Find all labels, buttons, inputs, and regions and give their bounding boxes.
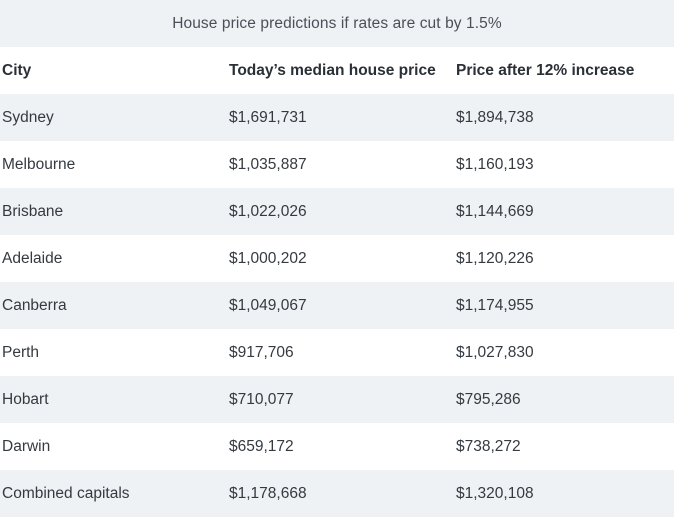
city-cell: Sydney [0, 94, 227, 141]
table-body: Sydney $1,691,731 $1,894,738 Melbourne $… [0, 94, 674, 517]
increased-price-cell: $738,272 [454, 423, 674, 470]
city-cell: Melbourne [0, 141, 227, 188]
city-cell: Canberra [0, 282, 227, 329]
city-cell: Darwin [0, 423, 227, 470]
city-cell: Brisbane [0, 188, 227, 235]
median-price-cell: $1,035,887 [227, 141, 454, 188]
increased-price-cell: $1,160,193 [454, 141, 674, 188]
city-cell: Adelaide [0, 235, 227, 282]
table-row: Adelaide $1,000,202 $1,120,226 [0, 235, 674, 282]
median-price-cell: $659,172 [227, 423, 454, 470]
median-price-cell: $917,706 [227, 329, 454, 376]
increased-price-cell: $795,286 [454, 376, 674, 423]
table-row: Hobart $710,077 $795,286 [0, 376, 674, 423]
table-caption: House price predictions if rates are cut… [0, 0, 674, 47]
increased-price-cell: $1,144,669 [454, 188, 674, 235]
median-price-cell: $1,178,668 [227, 470, 454, 517]
increased-price-cell: $1,320,108 [454, 470, 674, 517]
city-cell: Perth [0, 329, 227, 376]
price-table-container: House price predictions if rates are cut… [0, 0, 674, 517]
increased-price-cell: $1,120,226 [454, 235, 674, 282]
column-header-price-after-increase: Price after 12% increase [454, 47, 674, 94]
median-price-cell: $1,022,026 [227, 188, 454, 235]
median-price-cell: $1,691,731 [227, 94, 454, 141]
increased-price-cell: $1,027,830 [454, 329, 674, 376]
median-price-cell: $710,077 [227, 376, 454, 423]
city-cell: Hobart [0, 376, 227, 423]
table-row: Darwin $659,172 $738,272 [0, 423, 674, 470]
increased-price-cell: $1,894,738 [454, 94, 674, 141]
increased-price-cell: $1,174,955 [454, 282, 674, 329]
table-row: Sydney $1,691,731 $1,894,738 [0, 94, 674, 141]
table-row: Brisbane $1,022,026 $1,144,669 [0, 188, 674, 235]
city-cell: Combined capitals [0, 470, 227, 517]
table-row: Canberra $1,049,067 $1,174,955 [0, 282, 674, 329]
table-header: City Today’s median house price Price af… [0, 47, 674, 94]
column-header-median-price: Today’s median house price [227, 47, 454, 94]
house-price-table: City Today’s median house price Price af… [0, 47, 674, 517]
column-header-city: City [0, 47, 227, 94]
median-price-cell: $1,049,067 [227, 282, 454, 329]
table-row: Melbourne $1,035,887 $1,160,193 [0, 141, 674, 188]
header-row: City Today’s median house price Price af… [0, 47, 674, 94]
median-price-cell: $1,000,202 [227, 235, 454, 282]
table-row: Combined capitals $1,178,668 $1,320,108 [0, 470, 674, 517]
table-row: Perth $917,706 $1,027,830 [0, 329, 674, 376]
